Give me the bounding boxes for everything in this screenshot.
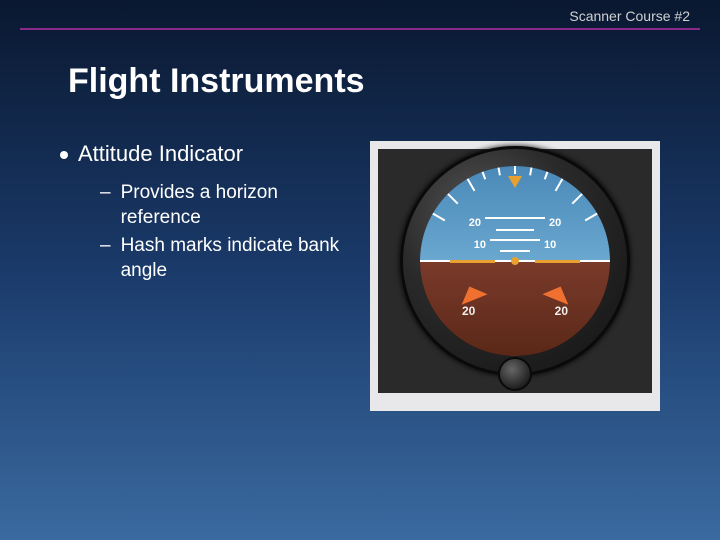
pitch-label: 20 xyxy=(469,217,481,229)
sub-item: – Provides a horizon reference xyxy=(100,181,340,230)
pitch-line: 10 10 xyxy=(490,239,540,241)
content-area: Attitude Indicator – Provides a horizon … xyxy=(0,101,720,411)
ground-label: 20 xyxy=(555,304,568,318)
ground-half xyxy=(420,261,610,356)
ground-label: 20 xyxy=(462,304,475,318)
sub-label: Hash marks indicate bank angle xyxy=(121,234,340,283)
pitch-line: 20 20 xyxy=(485,217,545,219)
slide-title: Flight Instruments xyxy=(0,30,720,101)
dash-icon: – xyxy=(100,234,111,259)
pitch-line xyxy=(496,229,534,231)
horizon-line xyxy=(420,260,610,262)
instrument-face: 20 20 10 10 xyxy=(420,166,610,356)
sub-list: – Provides a horizon reference – Hash ma… xyxy=(60,181,340,284)
instrument-bezel: 20 20 10 10 xyxy=(400,146,630,376)
bullet-item: Attitude Indicator xyxy=(60,141,340,167)
instrument-image: 20 20 10 10 xyxy=(370,141,660,411)
course-label: Scanner Course #2 xyxy=(569,8,690,24)
bank-pointer-icon xyxy=(508,176,522,188)
pitch-line xyxy=(500,250,530,252)
attitude-indicator: 20 20 10 10 xyxy=(378,149,652,393)
dash-icon: – xyxy=(100,181,111,206)
sub-label: Provides a horizon reference xyxy=(121,181,340,230)
text-column: Attitude Indicator – Provides a horizon … xyxy=(60,141,340,411)
pitch-label: 10 xyxy=(544,239,556,251)
pitch-label: 20 xyxy=(549,217,561,229)
bullet-dot-icon xyxy=(60,151,68,159)
slide-header: Scanner Course #2 xyxy=(0,0,720,24)
adjust-knob xyxy=(498,357,532,391)
pitch-label: 10 xyxy=(474,239,486,251)
sub-item: – Hash marks indicate bank angle xyxy=(100,234,340,283)
bullet-label: Attitude Indicator xyxy=(78,141,243,167)
